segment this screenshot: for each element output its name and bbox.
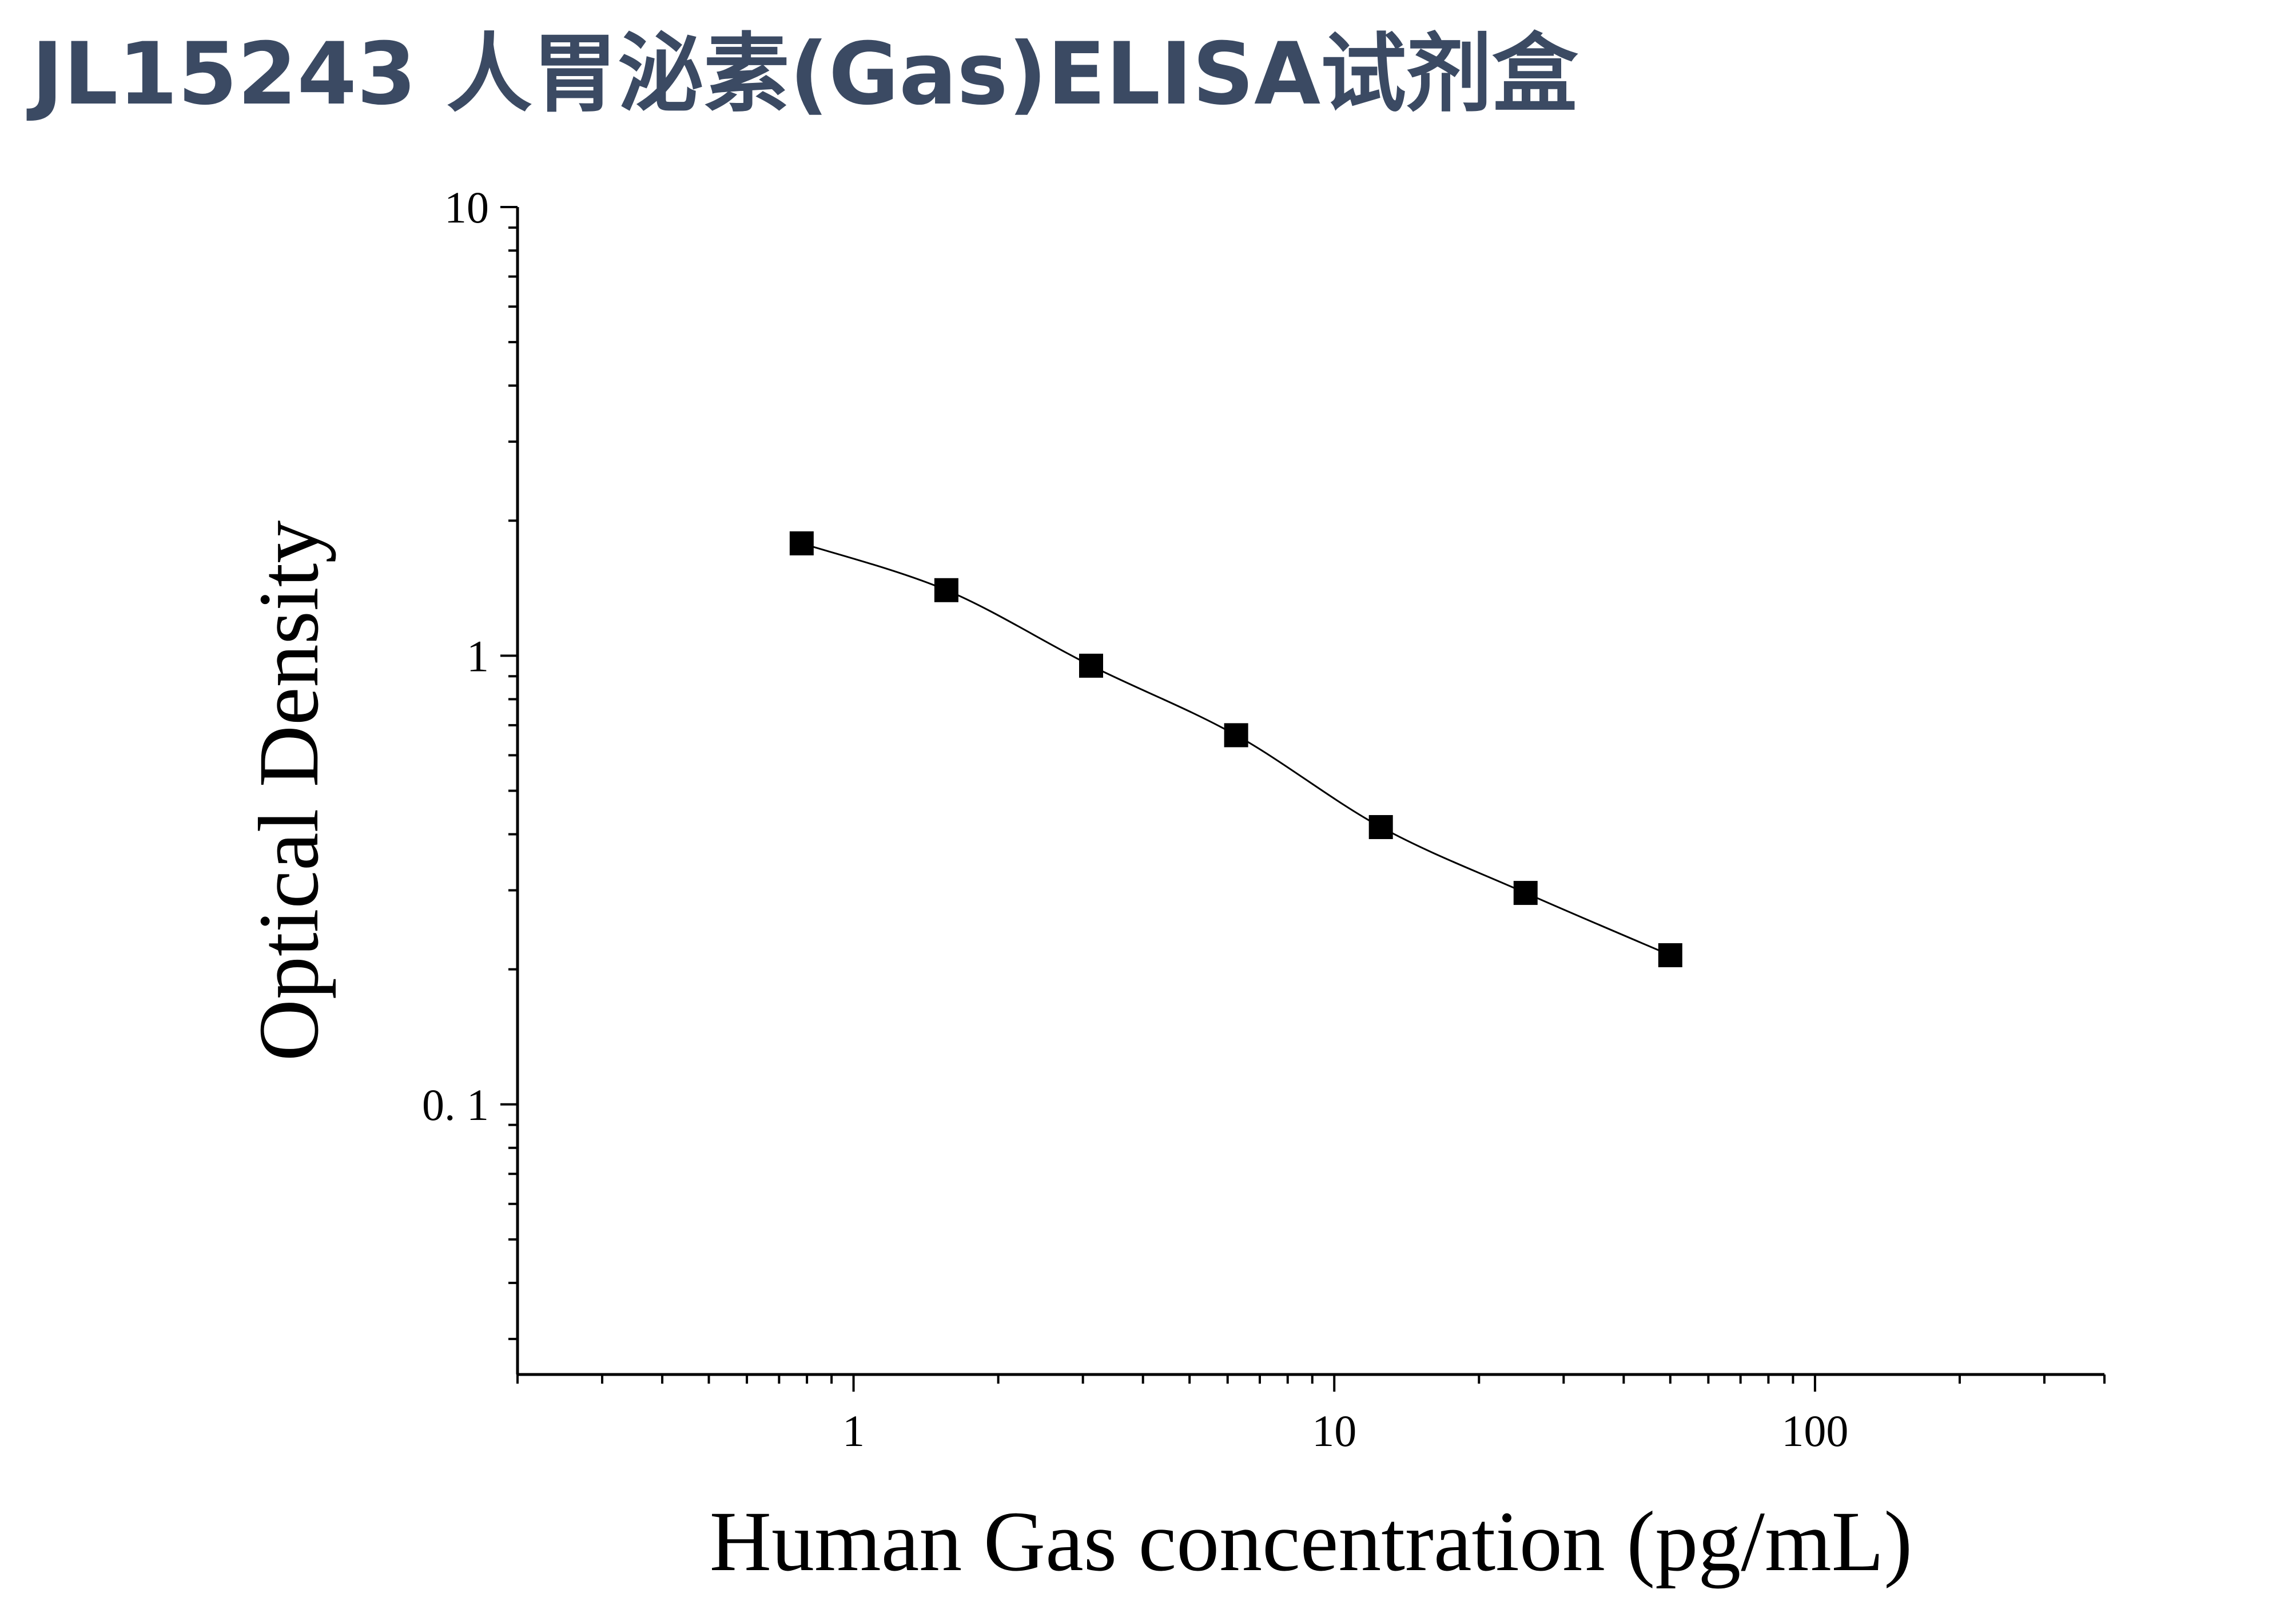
data-points — [789, 531, 1682, 967]
axes — [516, 207, 2104, 1376]
data-point — [934, 578, 958, 602]
data-point — [789, 531, 814, 555]
x-tick-label: 1 — [842, 1406, 865, 1456]
data-point — [1224, 723, 1248, 748]
y-tick-label: 10 — [444, 182, 489, 232]
data-point — [1513, 881, 1538, 905]
y-axis-label: Optical Density — [241, 521, 336, 1062]
fit-curve — [801, 542, 1671, 956]
x-tick-label: 10 — [1312, 1406, 1356, 1456]
x-axis-label: Human Gas concentration (pg/mL) — [710, 1494, 1913, 1589]
axis-ticks: 10 1 0. 1 1 10 100 — [422, 182, 2106, 1456]
x-tick-label: 100 — [1781, 1406, 1848, 1456]
page-title: JL15243 人胃泌素(Gas)ELISA试剂盒 — [31, 25, 1578, 124]
y-tick-label: 0. 1 — [422, 1080, 489, 1130]
data-point — [1658, 943, 1682, 967]
data-point — [1079, 653, 1103, 678]
data-point — [1368, 815, 1393, 839]
y-tick-label: 1 — [467, 631, 489, 681]
